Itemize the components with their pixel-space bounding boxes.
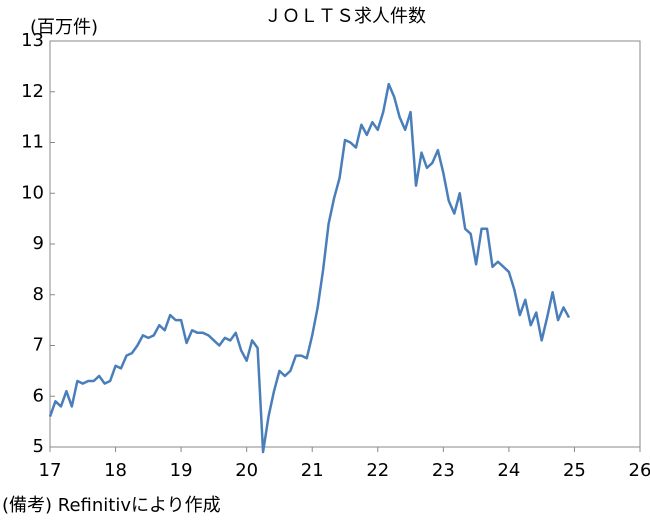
chart-title: ＪＯＬＴＳ求人件数 — [264, 6, 426, 27]
plot-frame — [49, 40, 641, 448]
x-tick-label: 22 — [366, 460, 389, 481]
data-line — [48, 82, 571, 454]
y-tick-label: 8 — [33, 284, 44, 305]
note: (備考) Refinitivにより作成 — [2, 495, 221, 516]
y-tick-label: 6 — [33, 385, 44, 406]
x-tick-label: 19 — [170, 460, 193, 481]
x-tick-label: 25 — [563, 460, 586, 481]
x-tick-label: 20 — [235, 460, 258, 481]
y-tick-label: 12 — [21, 81, 44, 102]
y-axis-label: (百万件) — [30, 17, 98, 38]
x-tick-label: 24 — [497, 460, 520, 481]
y-tick-label: 7 — [33, 335, 44, 356]
x-tick-label: 17 — [39, 460, 62, 481]
x-tick-label: 26 — [629, 460, 650, 481]
x-tick-label: 23 — [432, 460, 455, 481]
y-tick-label: 10 — [21, 182, 44, 203]
x-tick-label: 21 — [301, 460, 324, 481]
x-tick-label: 18 — [104, 460, 127, 481]
y-tick-label: 5 — [33, 436, 44, 457]
y-tick-label: 9 — [33, 233, 44, 254]
y-tick-label: 13 — [21, 30, 44, 51]
y-tick-label: 11 — [21, 132, 44, 153]
